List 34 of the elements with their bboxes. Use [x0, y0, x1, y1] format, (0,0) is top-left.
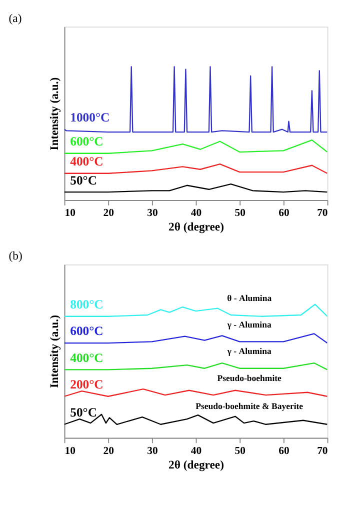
x-tick-label: 30 — [147, 207, 158, 220]
chart-title: (b) — [8, 249, 22, 262]
x-axis-title: 2θ (degree) — [168, 458, 224, 472]
series-label: 50°C — [70, 406, 97, 420]
x-tick-label: 10 — [64, 444, 76, 457]
series-label: 600°C — [70, 324, 104, 338]
x-tick-label: 30 — [147, 444, 158, 457]
series-label: 800°C — [70, 298, 104, 312]
series-label: 600°C — [70, 134, 104, 149]
x-axis-title: 2θ (degree) — [168, 220, 224, 234]
x-tick-label: 60 — [278, 444, 290, 457]
series-label: 50°C — [70, 173, 97, 188]
x-tick-label: 20 — [103, 444, 114, 457]
text: θ - Alumina — [227, 292, 272, 303]
y-axis-title: Intensity (a.u.) — [48, 77, 61, 150]
x-tick-label: 40 — [190, 444, 202, 457]
x-tick-label: 20 — [103, 207, 114, 220]
x-tick-label: 50 — [234, 444, 246, 457]
series-label: 200°C — [70, 378, 104, 392]
x-tick-label: 50 — [234, 207, 246, 220]
series-label: 400°C — [70, 154, 104, 169]
chart-title: (a) — [8, 12, 22, 25]
series-label: 1000°C — [70, 110, 110, 125]
series-label: 400°C — [70, 350, 104, 365]
annotation: Pseudo-boehmite — [217, 372, 282, 383]
x-tick-label: 60 — [278, 207, 290, 220]
y-axis-title: Intensity (a.u.) — [48, 314, 61, 388]
x-tick-label: 70 — [317, 444, 328, 457]
annotation: γ - Alumina — [226, 319, 272, 330]
x-tick-label: 10 — [64, 207, 76, 220]
x-tick-label: 70 — [317, 207, 328, 220]
annotation: Pseudo-boehmite & Bayerite — [196, 400, 304, 411]
annotation: γ - Alumina — [226, 346, 272, 356]
x-tick-label: 40 — [190, 207, 202, 220]
